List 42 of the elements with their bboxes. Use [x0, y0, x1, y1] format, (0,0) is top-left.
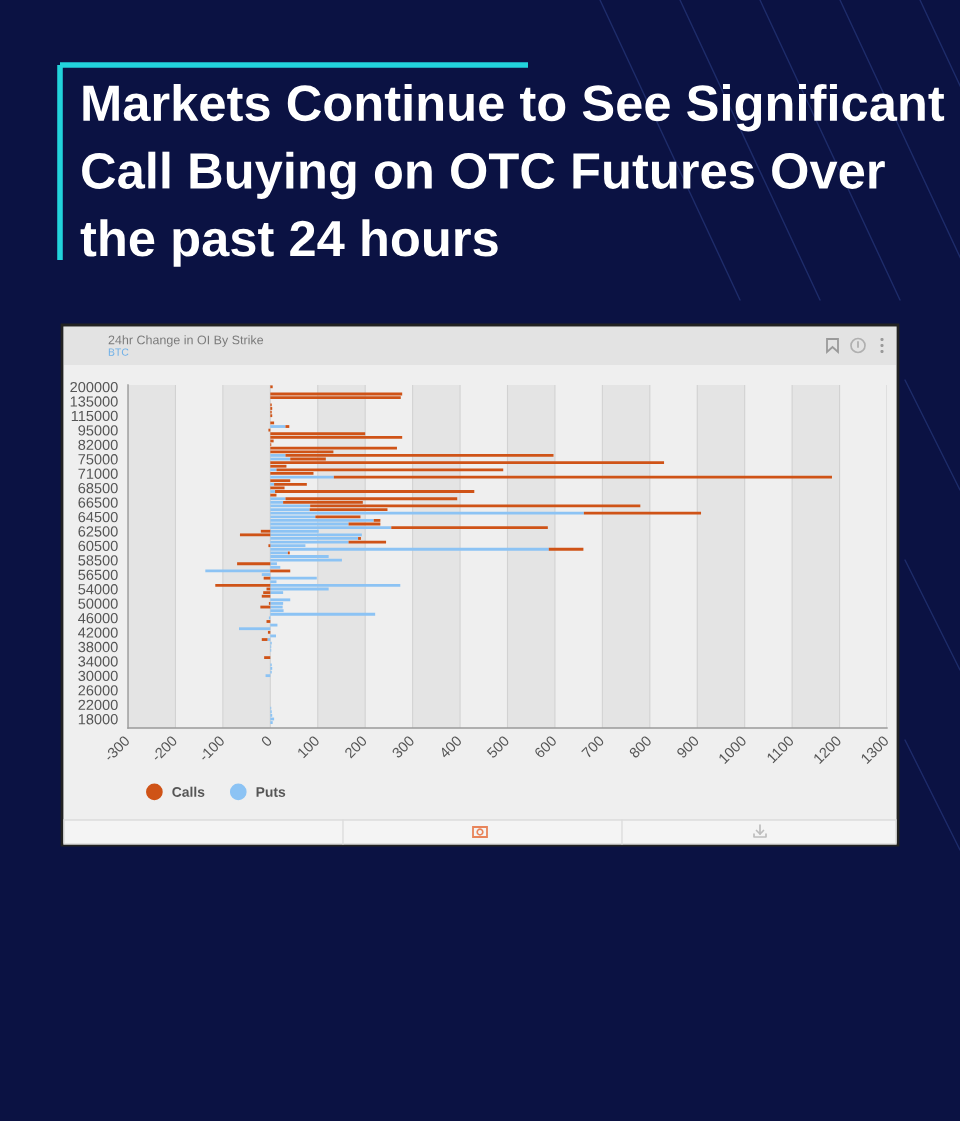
y-tick-label: 66500	[78, 497, 118, 508]
x-tick-label: 300	[391, 734, 415, 759]
y-tick-label: 56500	[78, 569, 118, 580]
y-tick-label: 58500	[78, 555, 118, 566]
y-tick-label: 34000	[78, 656, 118, 667]
x-tick-label: -300	[103, 734, 131, 763]
legend-label: Calls	[172, 786, 205, 797]
y-tick-label: 38000	[78, 641, 118, 653]
x-tick-label: 200	[343, 734, 368, 759]
x-tick-label: 500	[486, 734, 510, 759]
x-tick-label: 600	[533, 734, 558, 759]
chart-subtitle: 24hr Change in OI By Strike	[108, 335, 264, 347]
x-tick-label: 800	[628, 734, 653, 759]
y-tick-label: 54000	[78, 584, 118, 595]
y-tick-label: 62500	[78, 526, 118, 537]
y-tick-label: 18000	[78, 714, 118, 725]
y-tick-label: 22000	[78, 699, 118, 710]
x-tick-label: 400	[438, 734, 463, 759]
y-tick-label: 71000	[78, 468, 118, 479]
x-tick-label: -100	[198, 734, 226, 763]
y-tick-label: 42000	[78, 627, 118, 638]
chart-title: Markets Continue to See Significant Call Buying on OTC Futures Over the past 24 hours	[80, 84, 945, 267]
x-tick-label: 0	[260, 734, 273, 748]
x-tick-label: -200	[150, 734, 178, 763]
y-tick-label: 50000	[78, 598, 118, 609]
y-tick-label: 26000	[78, 685, 118, 696]
y-tick-label: 95000	[78, 425, 118, 436]
y-tick-label: 115000	[71, 410, 118, 422]
text: BTC	[108, 348, 129, 356]
x-tick-label: 100	[296, 734, 321, 759]
y-tick-label: 30000	[78, 670, 118, 682]
y-tick-label: 60500	[78, 540, 118, 552]
y-tick-label: 68500	[78, 483, 118, 494]
y-tick-label: 64500	[78, 511, 118, 523]
x-tick-label: 700	[581, 734, 605, 759]
y-tick-label: 135000	[70, 396, 118, 407]
y-tick-label: 82000	[78, 439, 118, 450]
x-tick-label: 900	[676, 734, 700, 759]
legend-label: Puts	[256, 787, 286, 797]
y-tick-label: 46000	[78, 612, 118, 624]
y-tick-label: 200000	[70, 381, 118, 393]
y-tick-label: 75000	[78, 454, 118, 465]
